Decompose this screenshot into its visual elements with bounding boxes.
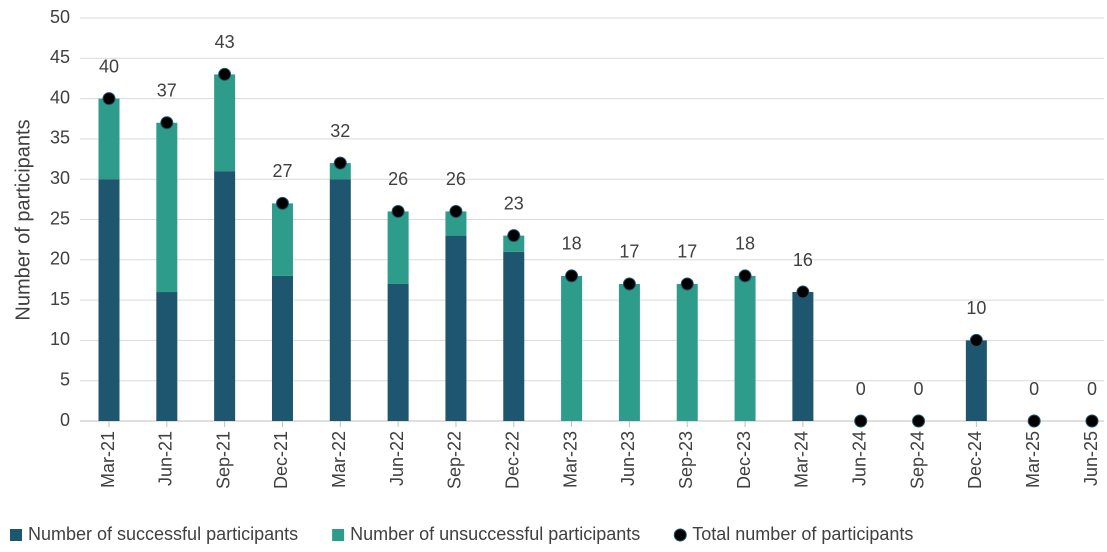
x-tick-label: Dec-22 [503,431,523,489]
data-label: 17 [619,242,639,262]
x-tick-label: Dec-24 [965,431,985,489]
data-label: 0 [914,379,924,399]
bar [329,179,351,421]
y-tick-label: 35 [50,128,70,148]
y-tick-label: 0 [60,410,70,430]
data-label: 40 [99,56,119,76]
data-label: 23 [504,193,524,213]
y-tick-label: 50 [50,7,70,27]
legend-swatch [332,529,345,541]
total-marker [622,277,636,291]
data-label: 26 [446,169,466,189]
data-label: 18 [562,234,582,254]
bar [503,251,525,421]
total-marker [912,414,926,428]
bar [503,235,525,252]
y-tick-label: 5 [60,369,70,389]
y-tick-label: 30 [50,168,70,188]
x-tick-label: Mar-24 [792,431,812,488]
x-tick-label: Jun-23 [618,431,638,486]
bar [445,211,467,236]
x-tick-label: Jun-22 [387,431,407,486]
data-label: 17 [677,242,697,262]
data-label: 0 [1087,379,1097,399]
legend-label: Number of unsuccessful participants [350,524,640,544]
bar [271,203,293,276]
bar [98,98,120,180]
bar [214,74,236,172]
total-marker [680,277,694,291]
data-label: 10 [966,298,986,318]
bar [329,163,351,180]
bar [734,275,756,421]
data-label: 16 [793,250,813,270]
bar [214,171,236,421]
y-tick-label: 45 [50,47,70,67]
data-label: 43 [215,32,235,52]
bar [271,275,293,421]
bar [387,283,409,421]
legend-label: Total number of participants [692,524,913,544]
bar [618,283,640,421]
y-tick-label: 10 [50,329,70,349]
total-marker [160,116,174,130]
x-tick-label: Sep-24 [907,431,927,489]
y-axis-title: Number of participants [12,119,34,320]
x-tick-label: Mar-22 [329,431,349,488]
total-marker [854,414,868,428]
total-marker [333,156,347,170]
total-marker [275,196,289,210]
total-marker [507,229,521,243]
x-tick-label: Mar-21 [98,431,118,488]
legend-marker [673,528,687,542]
data-label: 18 [735,234,755,254]
y-tick-label: 25 [50,208,70,228]
bar [98,179,120,421]
data-label: 0 [856,379,866,399]
data-label: 26 [388,169,408,189]
x-tick-label: Sep-21 [213,431,233,489]
total-marker [218,67,232,81]
x-tick-label: Mar-23 [560,431,580,488]
bar [965,340,987,421]
total-marker [969,333,983,347]
total-marker [796,285,810,299]
data-label: 0 [1029,379,1039,399]
legend-label: Number of successful participants [28,524,298,544]
total-marker [1027,414,1041,428]
bar [156,292,178,421]
x-tick-label: Sep-23 [676,431,696,489]
legend-swatch [10,529,22,541]
total-marker [565,269,579,283]
bar [387,211,409,284]
bar [792,292,814,421]
y-tick-label: 40 [50,87,70,107]
x-tick-label: Sep-22 [445,431,465,489]
data-label: 37 [157,81,177,101]
data-label: 32 [330,121,350,141]
y-tick-label: 15 [50,289,70,309]
total-marker [102,92,116,106]
data-label: 27 [272,161,292,181]
bar [445,235,467,421]
x-tick-label: Mar-25 [1023,431,1043,488]
x-tick-label: Dec-23 [734,431,754,489]
x-tick-label: Jun-24 [849,431,869,486]
total-marker [391,204,405,218]
x-tick-label: Jun-25 [1081,431,1101,486]
bar [156,122,178,293]
x-tick-label: Jun-21 [156,431,176,486]
x-tick-label: Dec-21 [271,431,291,489]
total-marker [1085,414,1099,428]
y-tick-label: 20 [50,249,70,269]
bar [676,283,698,421]
total-marker [738,269,752,283]
total-marker [449,204,463,218]
bar [561,275,583,421]
